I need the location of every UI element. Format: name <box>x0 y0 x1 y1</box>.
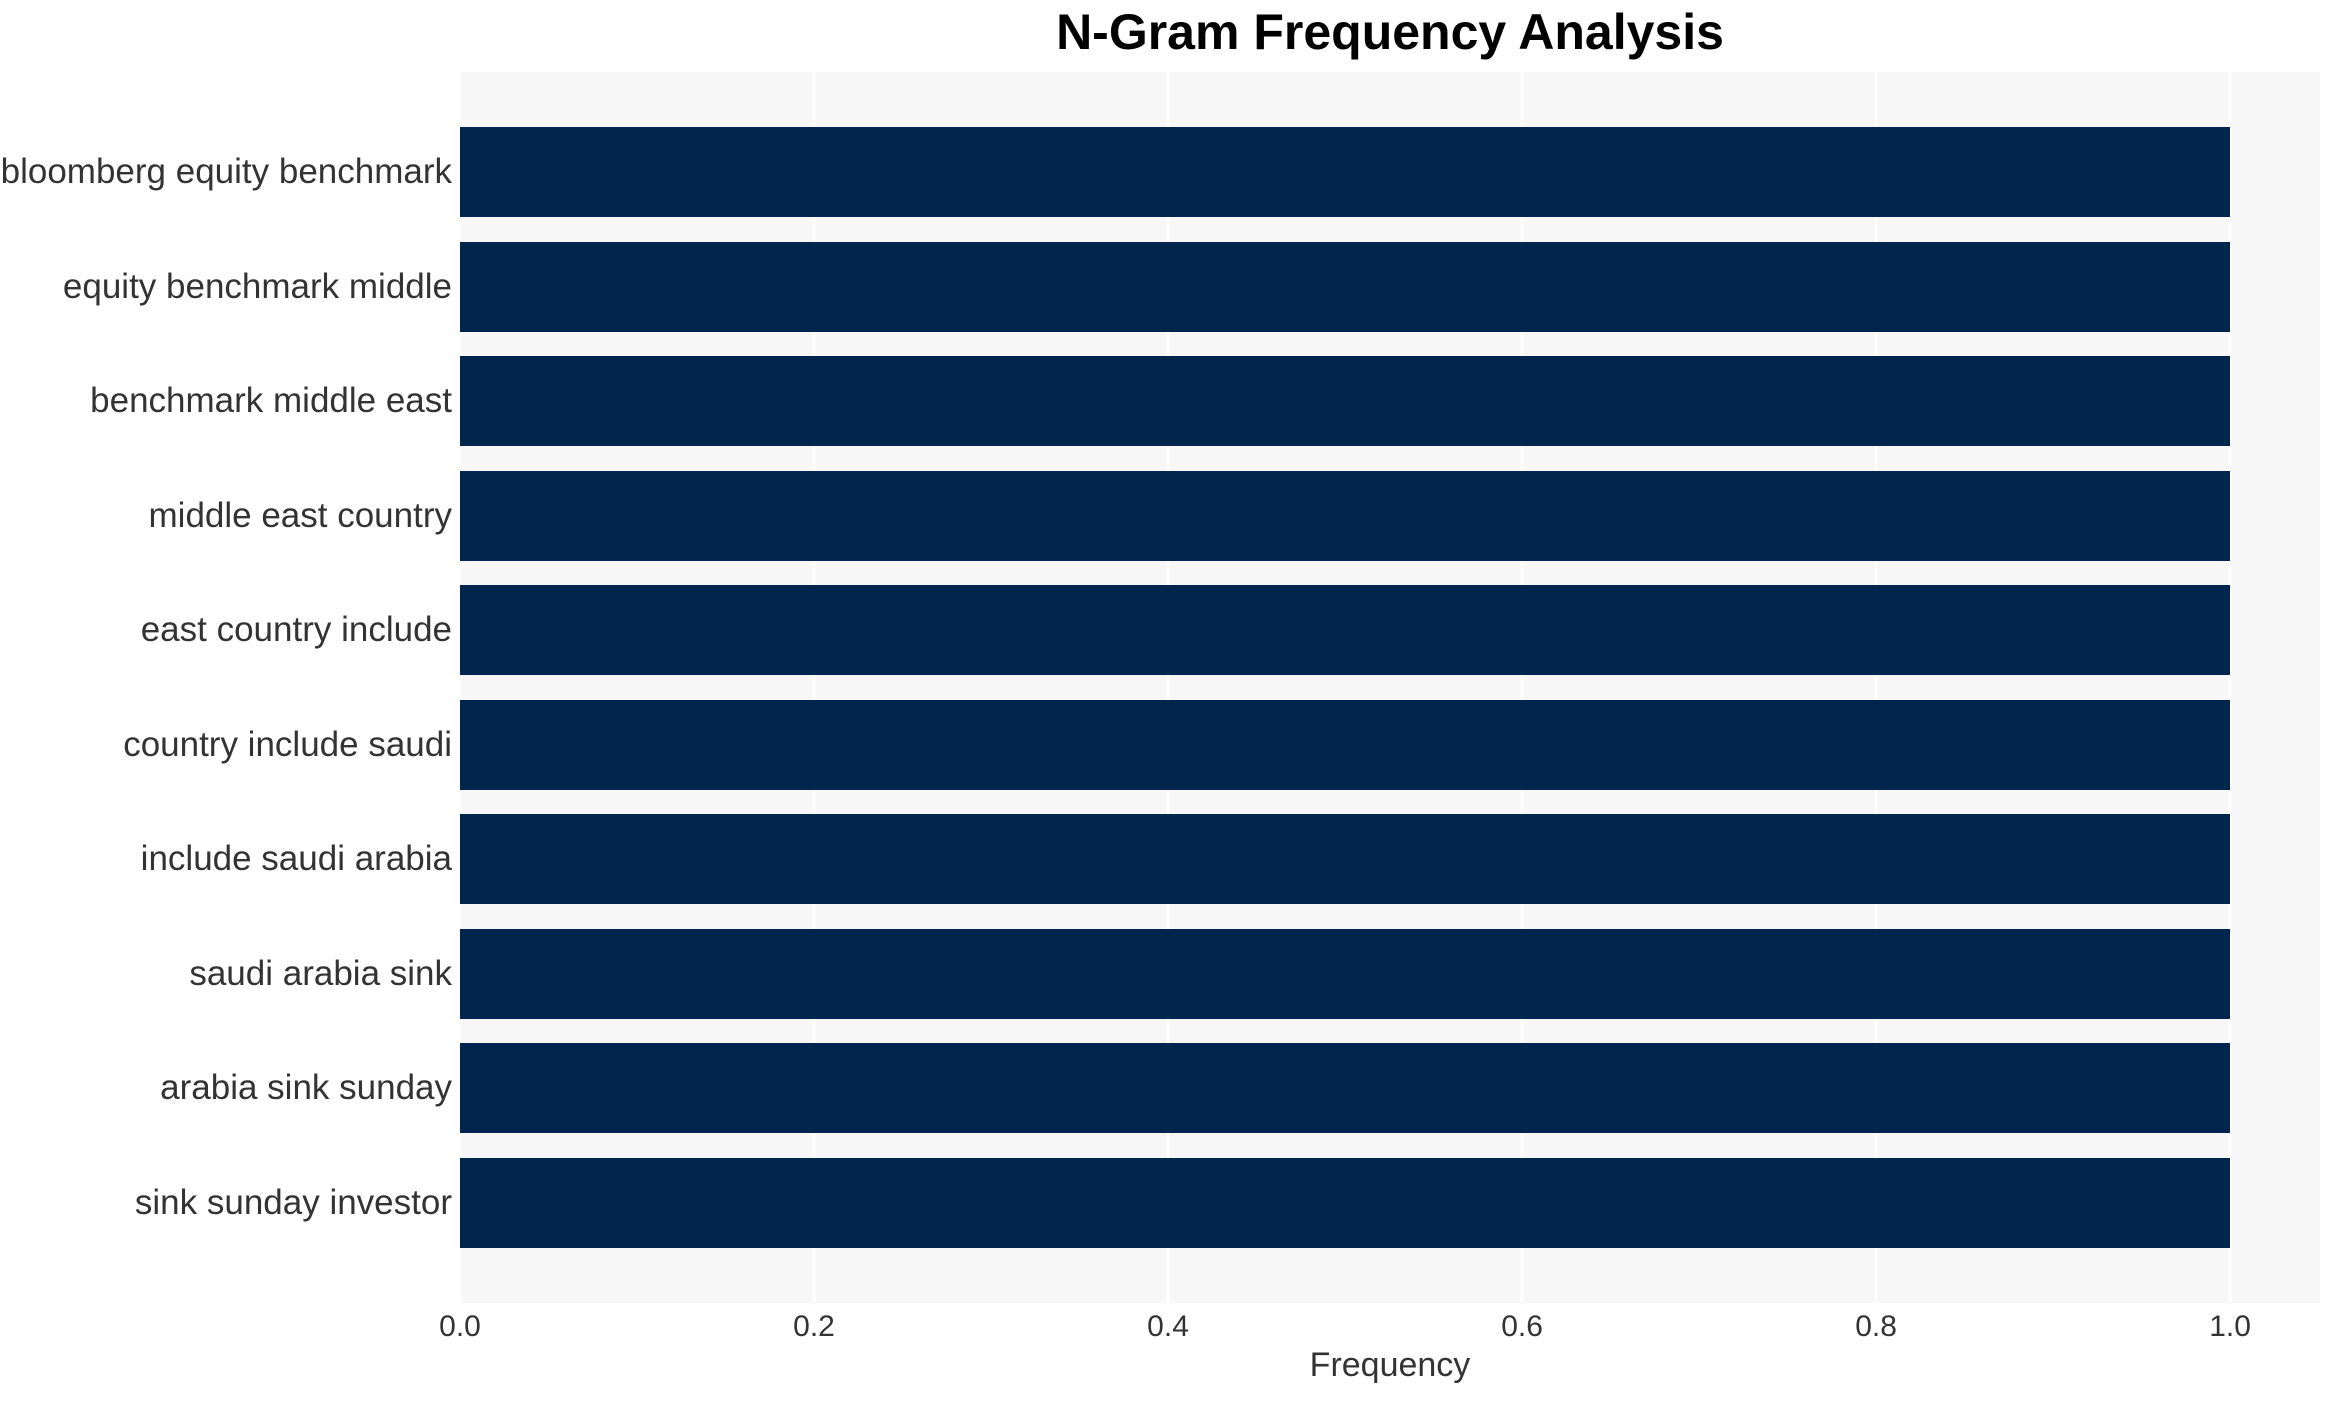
y-tick-label: saudi arabia sink <box>189 953 452 993</box>
bar-saudi-arabia-sink <box>460 928 2231 1019</box>
bar-row <box>460 1146 2320 1261</box>
x-tick-label: 0.8 <box>1855 1310 1897 1343</box>
y-tick-label: include saudi arabia <box>140 839 452 879</box>
y-tick-label: bloomberg equity benchmark <box>0 152 452 192</box>
bar-row <box>460 573 2320 688</box>
y-tick-label: sink sunday investor <box>134 1182 452 1222</box>
bar-row <box>460 459 2320 574</box>
gridline-x-0.8 <box>1874 72 1878 1303</box>
x-tick-label: 0.6 <box>1501 1310 1543 1343</box>
gridline-x-1.0 <box>2228 72 2232 1303</box>
bar-country-include-saudi <box>460 699 2231 790</box>
gridline-x-0.2 <box>812 72 816 1303</box>
bar-arabia-sink-sunday <box>460 1043 2231 1134</box>
y-tick-label: east country include <box>140 610 452 650</box>
bar-middle-east-country <box>460 470 2231 561</box>
gridline-x-0.0 <box>460 72 462 1303</box>
x-tick-label: 0.0 <box>439 1310 481 1343</box>
bar-row <box>460 230 2320 345</box>
gridline-x-0.4 <box>1166 72 1170 1303</box>
gridline-x-0.6 <box>1520 72 1524 1303</box>
bar-equity-benchmark-middle <box>460 241 2231 332</box>
x-tick-label: 1.0 <box>2209 1310 2251 1343</box>
bar-bloomberg-equity-benchmark <box>460 127 2231 218</box>
y-tick-label: equity benchmark middle <box>62 266 452 306</box>
bar-row <box>460 1031 2320 1146</box>
y-axis-labels: bloomberg equity benchmark equity benchma… <box>0 72 452 1303</box>
bar-row <box>460 917 2320 1032</box>
x-tick-label: 0.2 <box>793 1310 835 1343</box>
plot-area <box>460 72 2320 1303</box>
bar-benchmark-middle-east <box>460 356 2231 447</box>
bar-row <box>460 115 2320 230</box>
x-tick-label: 0.4 <box>1147 1310 1189 1343</box>
x-axis-title: Frequency <box>1309 1346 1471 1384</box>
bar-row <box>460 344 2320 459</box>
bar-east-country-include <box>460 585 2231 676</box>
bar-include-saudi-arabia <box>460 814 2231 905</box>
y-tick-label: middle east country <box>148 495 452 535</box>
y-tick-label: country include saudi <box>123 724 452 764</box>
x-axis-ticks: 0.0 0.2 0.4 0.6 0.8 1.0 <box>439 1310 2320 1348</box>
gridlines <box>460 72 2320 1303</box>
bar-row <box>460 688 2320 803</box>
bars-container <box>460 115 2320 1260</box>
y-tick-label: benchmark middle east <box>90 381 452 421</box>
y-tick-label: arabia sink sunday <box>160 1068 452 1108</box>
bar-sink-sunday-investor <box>460 1157 2231 1248</box>
bar-row <box>460 802 2320 917</box>
chart-title: N-Gram Frequency Analysis <box>1056 4 1724 60</box>
